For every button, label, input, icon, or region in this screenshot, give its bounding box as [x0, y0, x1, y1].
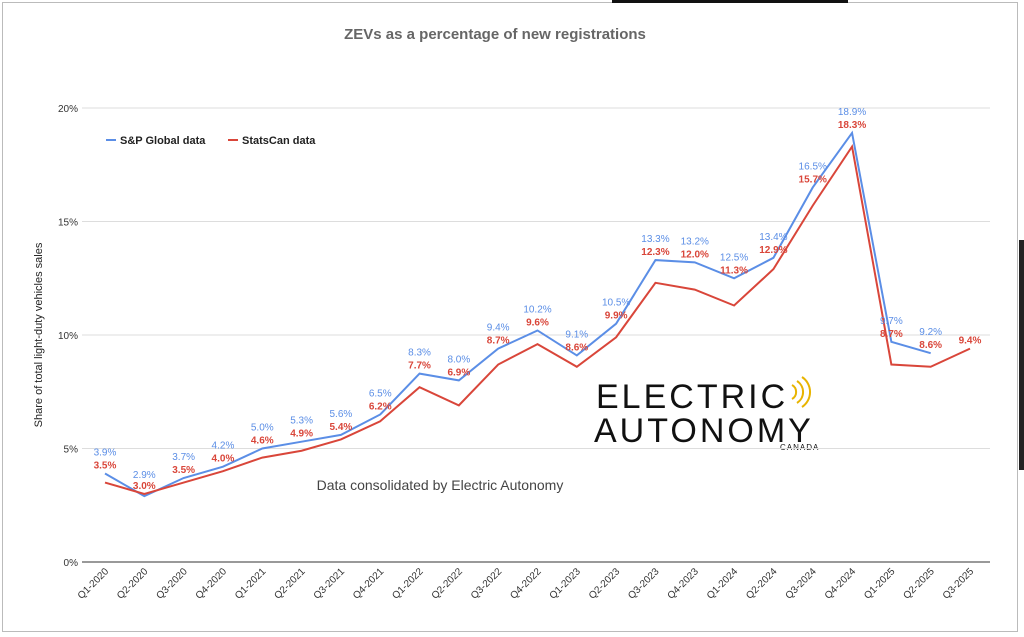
- data-label: 7.7%: [408, 361, 431, 372]
- x-tick-label: Q4-2023: [666, 566, 702, 602]
- x-tick-label: Q2-2024: [744, 566, 780, 602]
- data-label: 18.3%: [838, 120, 866, 131]
- chart-title: ZEVs as a percentage of new registration…: [344, 26, 646, 43]
- data-label: 6.5%: [369, 388, 392, 399]
- x-tick-label: Q2-2023: [587, 566, 623, 602]
- svg-text:CANADA: CANADA: [780, 443, 819, 452]
- data-label: 8.6%: [919, 340, 942, 351]
- y-axis-label: Share of total light-duty vehicles sales: [33, 242, 45, 427]
- x-tick-label: Q3-2022: [469, 566, 505, 602]
- data-label: 13.4%: [759, 232, 787, 243]
- data-label: 18.9%: [838, 107, 866, 118]
- data-label: 12.3%: [641, 247, 669, 258]
- x-tick-label: Q4-2022: [508, 566, 544, 602]
- data-label: 4.0%: [212, 454, 235, 465]
- x-tick-label: Q1-2020: [76, 566, 112, 602]
- watermark-logo: ELECTRIC AUTONOMY CANADA: [594, 376, 819, 452]
- x-tick-label: Q1-2025: [862, 566, 898, 602]
- legend-label: StatsCan data: [242, 135, 316, 147]
- data-label: 16.5%: [799, 161, 827, 172]
- x-tick-label: Q4-2021: [351, 566, 387, 602]
- data-label: 9.9%: [605, 311, 628, 322]
- data-label: 4.2%: [212, 441, 235, 452]
- legend-label: S&P Global data: [120, 135, 206, 147]
- data-label: 6.2%: [369, 401, 392, 412]
- data-label: 5.6%: [330, 409, 353, 420]
- data-label: 4.6%: [251, 436, 274, 447]
- x-tick-label: Q3-2025: [941, 566, 977, 602]
- data-label: 6.9%: [447, 367, 470, 378]
- data-label: 3.5%: [172, 465, 195, 476]
- x-tick-label: Q2-2025: [902, 566, 938, 602]
- x-tick-label: Q4-2024: [823, 566, 859, 602]
- data-label: 9.4%: [487, 323, 510, 334]
- data-label: 12.0%: [681, 249, 709, 260]
- data-label: 4.9%: [290, 429, 313, 440]
- svg-text:AUTONOMY: AUTONOMY: [594, 412, 814, 450]
- x-tick-label: Q1-2024: [705, 566, 741, 602]
- x-tick-label: Q1-2022: [390, 566, 426, 602]
- data-label: 3.5%: [94, 460, 117, 471]
- y-tick-label: 20%: [58, 104, 78, 115]
- top-bar: [612, 0, 848, 3]
- data-label: 9.4%: [959, 336, 982, 347]
- svg-text:ELECTRIC: ELECTRIC: [596, 378, 788, 416]
- y-tick-label: 5%: [64, 445, 79, 456]
- data-label: 8.7%: [880, 329, 903, 340]
- data-label: 3.0%: [133, 481, 156, 492]
- data-label: 10.2%: [523, 304, 551, 315]
- data-label: 9.6%: [526, 317, 549, 328]
- series-line-statscan: [104, 143, 971, 495]
- data-label: 8.6%: [565, 342, 588, 353]
- data-label: 8.3%: [408, 348, 431, 359]
- data-label: 8.7%: [487, 336, 510, 347]
- x-tick-label: Q2-2020: [115, 566, 151, 602]
- series-line-sp-global: [104, 130, 931, 498]
- x-tick-label: Q4-2020: [194, 566, 230, 602]
- right-edge-bar: [1019, 240, 1024, 470]
- data-label: 10.5%: [602, 298, 630, 309]
- data-label: 5.0%: [251, 423, 274, 434]
- data-label: 5.3%: [290, 416, 313, 427]
- x-tick-label: Q3-2020: [154, 566, 190, 602]
- data-label: 8.0%: [447, 354, 470, 365]
- data-label: 3.9%: [94, 447, 117, 458]
- data-label: 2.9%: [133, 470, 156, 481]
- data-label: 13.2%: [681, 236, 709, 247]
- data-label: 3.7%: [172, 452, 195, 463]
- data-label: 11.3%: [720, 265, 748, 276]
- data-label: 12.9%: [759, 245, 787, 256]
- x-tick-label: Q3-2021: [312, 566, 348, 602]
- data-label: 12.5%: [720, 252, 748, 263]
- data-label: 9.1%: [565, 329, 588, 340]
- y-tick-label: 15%: [58, 218, 78, 229]
- x-tick-label: Q3-2023: [626, 566, 662, 602]
- x-tick-label: Q2-2021: [272, 566, 308, 602]
- annotation: Data consolidated by Electric Autonomy: [317, 477, 564, 493]
- x-tick-label: Q2-2022: [430, 566, 466, 602]
- data-label: 9.2%: [919, 327, 942, 338]
- y-tick-label: 0%: [64, 558, 79, 569]
- data-label: 5.4%: [330, 422, 353, 433]
- data-label: 13.3%: [641, 234, 669, 245]
- x-tick-label: Q1-2021: [233, 566, 269, 602]
- x-tick-label: Q1-2023: [548, 566, 584, 602]
- y-tick-label: 10%: [58, 331, 78, 342]
- data-label: 9.7%: [880, 316, 903, 327]
- x-tick-label: Q3-2024: [784, 566, 820, 602]
- data-label: 15.7%: [799, 174, 827, 185]
